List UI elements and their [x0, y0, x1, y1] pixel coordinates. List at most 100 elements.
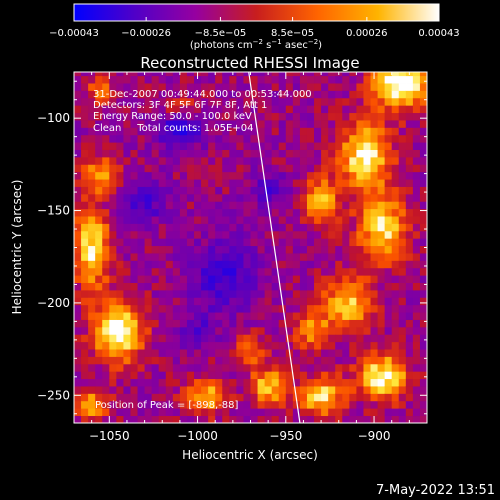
heatmap-cell [123, 223, 131, 232]
heatmap-cell [278, 326, 287, 335]
heatmap-cell [285, 304, 294, 313]
heatmap-cell [123, 164, 131, 173]
heatmap-cell [208, 245, 216, 254]
heatmap-cell [74, 149, 82, 158]
heatmap-cell [412, 156, 421, 165]
heatmap-cell [81, 267, 89, 276]
heatmap-cell [405, 267, 414, 276]
heatmap-cell [215, 363, 223, 372]
heatmap-cell [194, 171, 202, 180]
heatmap-cell [398, 371, 407, 380]
heatmap-cell [130, 164, 138, 173]
heatmap-cell [88, 90, 96, 99]
heatmap-cell [236, 304, 244, 313]
heatmap-cell [215, 164, 223, 173]
heatmap-cell [278, 112, 287, 121]
heatmap-cell [398, 208, 407, 217]
heatmap-cell [321, 149, 329, 158]
heatmap-cell [278, 156, 287, 165]
heatmap-cell [349, 120, 357, 128]
heatmap-cell [398, 253, 407, 261]
heatmap-cell [201, 208, 209, 217]
heatmap-cells [74, 72, 427, 423]
heatmap-cell [151, 97, 160, 106]
heatmap-cell [81, 408, 89, 417]
heatmap-cell [123, 90, 131, 99]
heatmap-cell [236, 105, 244, 114]
heatmap-cell [405, 275, 414, 283]
heatmap-cell [236, 134, 244, 143]
heatmap-cell [222, 386, 230, 394]
heatmap-cell [186, 201, 195, 210]
heatmap-cell [81, 112, 89, 121]
heatmap-cell [405, 179, 414, 187]
heatmap-cell [384, 393, 393, 402]
heatmap-cell [137, 223, 145, 232]
heatmap-cell [363, 275, 371, 283]
heatmap-cell [109, 164, 117, 173]
heatmap-cell [321, 230, 329, 239]
heatmap-cell [285, 341, 294, 350]
solar-limb-line [248, 71, 301, 424]
heatmap-cell [405, 193, 414, 202]
heatmap-cell [250, 142, 258, 150]
heatmap-cell [172, 72, 181, 77]
heatmap-cell [335, 326, 343, 335]
heatmap-cell [158, 289, 167, 298]
heatmap-cell [201, 112, 209, 121]
heatmap-cell [130, 97, 138, 106]
colorbar-tick-label: −0.00043 [49, 28, 99, 39]
heatmap-cell [405, 112, 414, 121]
heatmap-cell [356, 134, 364, 143]
heatmap-cell [144, 363, 153, 372]
heatmap-cell [405, 75, 414, 84]
heatmap-cell [95, 223, 103, 232]
heatmap-cell [271, 208, 280, 217]
x-tick-label: −950 [269, 429, 302, 443]
heatmap-cell [172, 171, 181, 180]
heatmap-cell [229, 238, 237, 247]
heatmap-cell [158, 112, 167, 121]
heatmap-cell [370, 112, 378, 121]
heatmap-cell [102, 253, 110, 261]
heatmap-cell [356, 72, 364, 77]
heatmap-cell [243, 408, 251, 417]
heatmap-cell [257, 112, 266, 121]
heatmap-cell [194, 289, 202, 298]
heatmap-cell [215, 253, 223, 261]
heatmap-cell [130, 208, 138, 217]
heatmap-cell [201, 216, 209, 224]
heatmap-cell [243, 341, 251, 350]
heatmap-cell [292, 75, 301, 84]
heatmap-cell [81, 400, 89, 409]
heatmap-cell [95, 193, 103, 202]
heatmap-cell [384, 289, 393, 298]
heatmap-cell [250, 179, 258, 187]
annotation-detectors: Detectors: 3F 4F 5F 6F 7F 8F, Att 1 [93, 100, 267, 111]
heatmap-cell [144, 393, 153, 402]
heatmap-cell [215, 371, 223, 380]
heatmap-cell [186, 297, 195, 306]
heatmap-cell [229, 260, 237, 269]
heatmap-cell [201, 312, 209, 320]
heatmap-cell [236, 267, 244, 276]
heatmap-cell [81, 72, 89, 77]
heatmap-cell [179, 326, 188, 335]
heatmap-cell [292, 112, 301, 121]
heatmap-cell [102, 312, 110, 320]
heatmap-cell [215, 90, 223, 99]
heatmap-cell [116, 186, 124, 195]
heatmap-cell [250, 408, 258, 417]
heatmap-cell [229, 408, 237, 417]
heatmap-cell [384, 223, 393, 232]
heatmap-cell [109, 97, 117, 106]
heatmap-cell [377, 260, 386, 269]
heatmap-cell [243, 363, 251, 372]
heatmap-cell [271, 363, 280, 372]
heatmap-cell [328, 334, 336, 343]
heatmap-cell [194, 267, 202, 276]
heatmap-cell [151, 90, 160, 99]
heatmap-cell [349, 341, 357, 350]
heatmap-cell [144, 120, 153, 128]
